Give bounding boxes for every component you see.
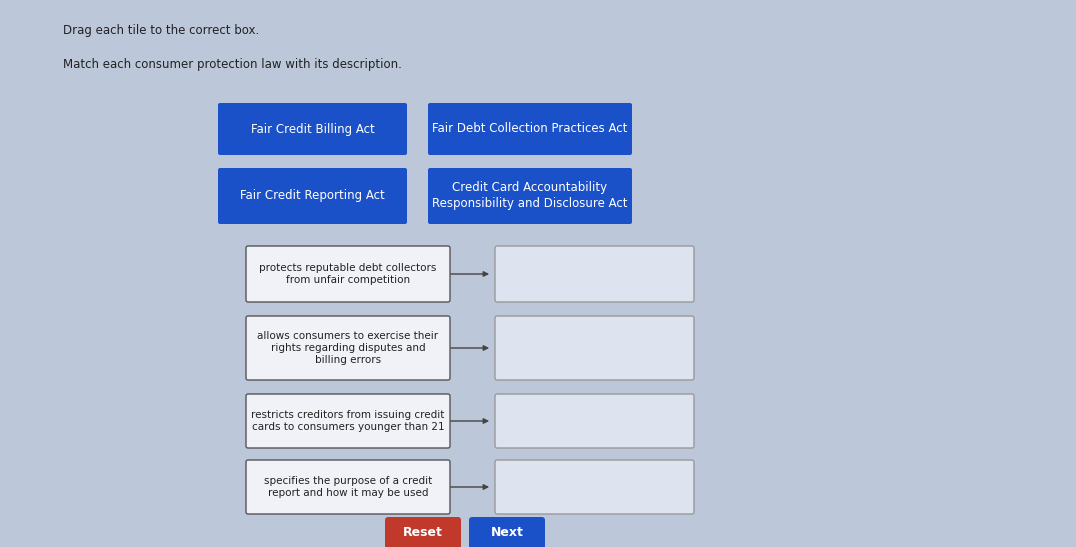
Text: Fair Credit Billing Act: Fair Credit Billing Act [251, 123, 374, 136]
FancyBboxPatch shape [246, 246, 450, 302]
FancyBboxPatch shape [495, 316, 694, 380]
Text: restricts creditors from issuing credit
cards to consumers younger than 21: restricts creditors from issuing credit … [252, 410, 444, 432]
Text: Credit Card Accountability
Responsibility and Disclosure Act: Credit Card Accountability Responsibilit… [433, 182, 627, 211]
Text: Reset: Reset [404, 527, 443, 539]
FancyBboxPatch shape [469, 517, 546, 547]
Text: Drag each tile to the correct box.: Drag each tile to the correct box. [63, 24, 259, 37]
FancyBboxPatch shape [385, 517, 461, 547]
Text: specifies the purpose of a credit
report and how it may be used: specifies the purpose of a credit report… [264, 476, 433, 498]
Text: Fair Debt Collection Practices Act: Fair Debt Collection Practices Act [433, 123, 627, 136]
FancyBboxPatch shape [246, 460, 450, 514]
Text: Fair Credit Reporting Act: Fair Credit Reporting Act [240, 189, 385, 202]
FancyBboxPatch shape [495, 460, 694, 514]
FancyBboxPatch shape [246, 394, 450, 448]
Text: Next: Next [491, 527, 523, 539]
FancyBboxPatch shape [495, 394, 694, 448]
FancyBboxPatch shape [428, 168, 632, 224]
Text: protects reputable debt collectors
from unfair competition: protects reputable debt collectors from … [259, 263, 437, 285]
FancyBboxPatch shape [218, 103, 407, 155]
Text: Match each consumer protection law with its description.: Match each consumer protection law with … [63, 58, 401, 71]
FancyBboxPatch shape [246, 316, 450, 380]
FancyBboxPatch shape [428, 103, 632, 155]
FancyBboxPatch shape [495, 246, 694, 302]
FancyBboxPatch shape [218, 168, 407, 224]
Text: allows consumers to exercise their
rights regarding disputes and
billing errors: allows consumers to exercise their right… [257, 330, 439, 365]
